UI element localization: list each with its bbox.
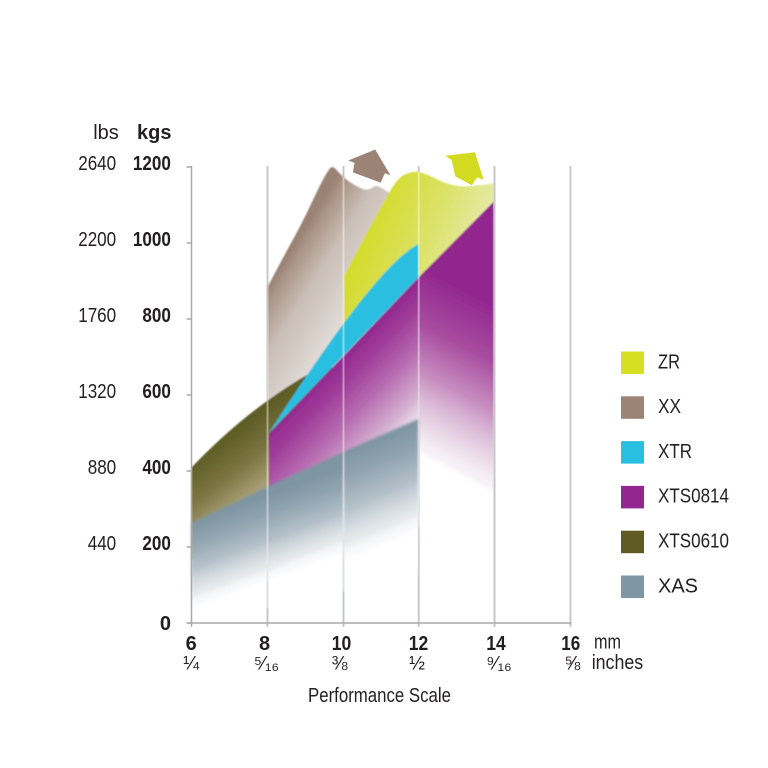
svg-text:mm: mm	[594, 632, 621, 654]
svg-text:10: 10	[332, 633, 352, 655]
svg-text:2640: 2640	[78, 153, 116, 175]
svg-text:1000: 1000	[133, 229, 171, 251]
svg-text:lbs: lbs	[93, 122, 119, 144]
svg-text:16: 16	[561, 633, 580, 655]
svg-text:XAS: XAS	[658, 575, 698, 597]
svg-text:880: 880	[88, 457, 117, 479]
svg-text:1320: 1320	[78, 381, 116, 403]
svg-text:⅝: ⅝	[564, 654, 580, 675]
svg-text:⅜: ⅜	[332, 654, 348, 675]
svg-text:12: 12	[409, 633, 429, 655]
svg-text:XTS0814: XTS0814	[658, 486, 729, 508]
svg-text:½: ½	[409, 654, 425, 675]
svg-text:440: 440	[88, 533, 117, 555]
svg-text:⁹⁄₁₆: ⁹⁄₁₆	[486, 654, 511, 675]
svg-text:Performance Scale: Performance Scale	[308, 685, 451, 707]
svg-text:2200: 2200	[78, 229, 116, 251]
svg-text:0: 0	[160, 613, 171, 635]
svg-text:kgs: kgs	[137, 122, 171, 144]
svg-text:8: 8	[259, 633, 270, 655]
svg-text:1760: 1760	[78, 305, 116, 327]
svg-text:600: 600	[142, 381, 171, 403]
svg-text:800: 800	[142, 305, 171, 327]
svg-text:¼: ¼	[183, 654, 200, 675]
svg-text:XTR: XTR	[658, 441, 692, 463]
svg-text:6: 6	[186, 633, 197, 655]
svg-text:14: 14	[486, 633, 506, 655]
svg-text:1200: 1200	[133, 153, 171, 175]
svg-text:XX: XX	[658, 396, 681, 418]
svg-text:inches: inches	[592, 652, 644, 674]
svg-text:200: 200	[142, 533, 171, 555]
svg-text:⁵⁄₁₆: ⁵⁄₁₆	[254, 654, 279, 675]
svg-text:400: 400	[142, 457, 171, 479]
svg-text:ZR: ZR	[658, 351, 680, 373]
svg-text:XTS0610: XTS0610	[658, 531, 729, 553]
